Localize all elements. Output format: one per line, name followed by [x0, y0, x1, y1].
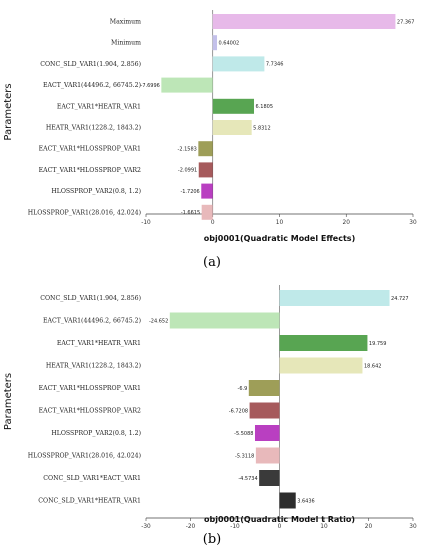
bar — [212, 56, 265, 72]
category-label: HEATR_VAR1(1228.2, 1843.2) — [46, 125, 141, 132]
data-label: 24.727 — [391, 296, 409, 302]
category-label: EACT_VAR1*HLOSSPROP_VAR1 — [39, 385, 141, 392]
y-axis-label: Parameters — [3, 373, 14, 430]
data-label: 19.759 — [369, 341, 387, 347]
data-label: 3.6436 — [297, 498, 315, 504]
x-tick-label: 20 — [343, 220, 351, 226]
category-label: CONC_SLD_VAR1(1.904, 2.856) — [40, 295, 141, 302]
data-label: 5.8312 — [253, 125, 271, 131]
bar — [201, 183, 213, 199]
category-label: EACT_VAR1*HEATR_VAR1 — [57, 103, 141, 110]
bar — [198, 141, 213, 157]
x-axis-label: obj0001(Quadratic Model Effects) — [204, 234, 355, 243]
category-label: EACT_VAR1*HLOSSPROP_VAR1 — [39, 146, 141, 153]
y-axis-label: Parameters — [3, 83, 14, 140]
x-tick-label: -30 — [141, 524, 151, 530]
data-label: 7.7346 — [266, 62, 284, 68]
x-tick-label: 10 — [276, 220, 284, 226]
data-label: 0.64002 — [219, 41, 240, 47]
data-label: -6.7208 — [229, 408, 248, 414]
x-tick-label: 30 — [409, 220, 417, 226]
category-label: HLOSSPROP_VAR1(28.016, 42.024) — [28, 209, 141, 216]
bar — [279, 492, 296, 509]
category-label: Maximum — [110, 19, 141, 26]
category-label: HLOSSPROP_VAR2(0.8, 1.2) — [51, 188, 141, 195]
bar — [169, 312, 280, 329]
chart-panel-a: -10 0 10 20 30 Maximum 27.367 Minimum 0.64002 CON… — [3, 10, 417, 270]
category-label: HLOSSPROP_VAR2(0.8, 1.2) — [51, 430, 141, 437]
x-tick-label: -10 — [141, 220, 151, 226]
data-label: -1.6615 — [181, 210, 200, 216]
data-label: -5.3118 — [235, 453, 254, 459]
x-tick-label: -20 — [186, 524, 196, 530]
data-label: -7.6996 — [141, 83, 160, 89]
x-tick-label: 10 — [320, 524, 328, 530]
category-label: CONC_SLD_VAR1*HEATR_VAR1 — [38, 498, 141, 505]
panel-label: (a) — [203, 255, 221, 270]
bar — [259, 470, 280, 486]
bar — [212, 35, 218, 51]
x-axis-label: obj0001(Quadratic Model t Ratio) — [204, 515, 355, 524]
data-label: -6.9 — [238, 386, 248, 392]
data-label: -5.5088 — [234, 431, 253, 437]
data-label: 18.642 — [364, 363, 382, 369]
bar — [255, 447, 280, 464]
bar — [279, 335, 368, 351]
category-label: EACT_VAR1(44496.2, 66745.2) — [43, 318, 141, 325]
category-label: EACT_VAR1*HLOSSPROP_VAR2 — [39, 408, 141, 415]
category-label: CONC_SLD_VAR1*EACT_VAR1 — [43, 475, 141, 482]
bar — [254, 425, 280, 441]
x-tick-label: 20 — [365, 524, 373, 530]
bar — [212, 98, 255, 114]
bar — [248, 380, 280, 396]
bar — [279, 290, 390, 306]
bar — [161, 77, 213, 93]
category-label: CONC_SLD_VAR1(1.904, 2.856) — [40, 61, 141, 68]
category-label: HEATR_VAR1(1228.2, 1843.2) — [46, 363, 141, 370]
panel-label: (b) — [203, 532, 221, 547]
data-label: 27.367 — [397, 19, 415, 25]
bar — [201, 204, 213, 220]
category-label: EACT_VAR1*HEATR_VAR1 — [57, 340, 141, 347]
bar — [249, 402, 280, 419]
x-tick-label: 0 — [211, 220, 215, 226]
bar — [212, 120, 252, 135]
data-label: 6.1805 — [256, 104, 273, 110]
category-label: EACT_VAR1(44496.2, 66745.2) — [43, 82, 141, 89]
chart-panel-b: -30 -20 -10 0 10 20 30 CONC_SLD_VAR1(1.904, 2.8… — [3, 285, 417, 547]
bar — [198, 162, 213, 178]
category-label: Minimum — [111, 40, 141, 47]
data-label: -1.7206 — [180, 189, 199, 195]
category-label: HLOSSPROP_VAR1(28.016, 42.024) — [28, 453, 141, 460]
data-label: -2.0991 — [178, 168, 197, 174]
bar — [212, 14, 396, 29]
data-label: -24.652 — [149, 318, 168, 324]
data-label: -2.1583 — [178, 147, 197, 153]
bar — [279, 357, 363, 374]
x-tick-label: 30 — [409, 524, 417, 530]
x-tick-label: 0 — [278, 524, 282, 530]
x-tick-label: -10 — [230, 524, 240, 530]
data-label: -4.5734 — [238, 476, 257, 482]
category-label: EACT_VAR1*HLOSSPROP_VAR2 — [39, 167, 141, 174]
